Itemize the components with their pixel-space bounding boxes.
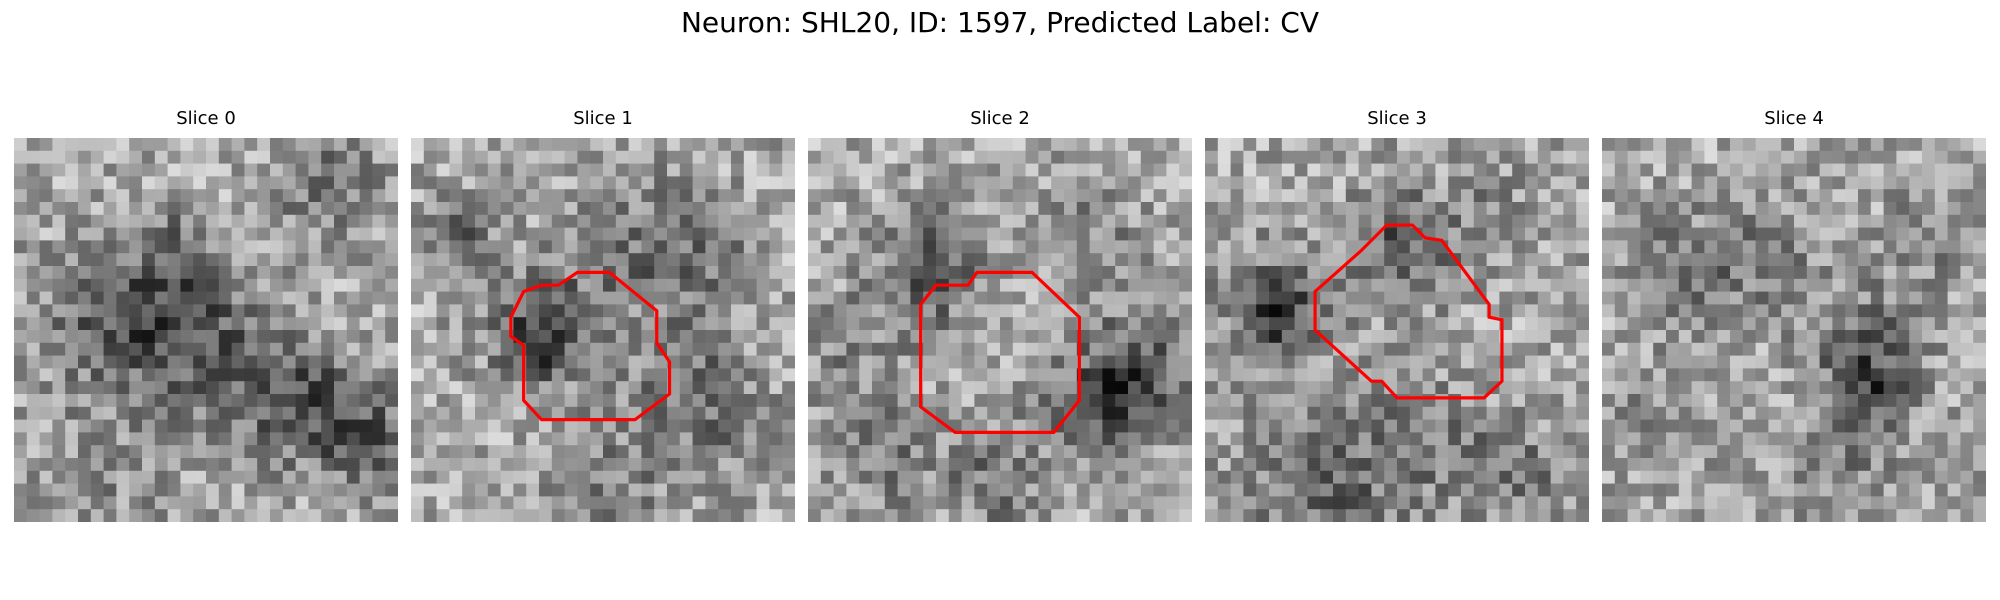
slice-title: Slice 4	[1764, 108, 1824, 129]
slice-panel-4: Slice 4	[1602, 108, 1986, 522]
slice-image-1	[411, 138, 795, 522]
slice-panel-3: Slice 3	[1205, 108, 1589, 522]
slice-image-4	[1602, 138, 1986, 522]
figure-title: Neuron: SHL20, ID: 1597, Predicted Label…	[680, 6, 1319, 39]
pixel-grid	[14, 138, 398, 522]
segmentation-contour	[1313, 223, 1504, 400]
slice-title: Slice 3	[1367, 108, 1427, 129]
slice-panel-2: Slice 2	[808, 108, 1192, 522]
slice-image-2	[808, 138, 1192, 522]
pixel-grid	[1602, 138, 1986, 522]
slice-image-0	[14, 138, 398, 522]
pixel-grid	[808, 138, 1192, 522]
segmentation-contour	[919, 270, 1081, 434]
slice-title: Slice 0	[176, 108, 236, 129]
slice-title: Slice 2	[970, 108, 1030, 129]
pixel-grid	[411, 138, 795, 522]
slice-panel-0: Slice 0	[14, 108, 398, 522]
slice-panel-1: Slice 1	[411, 108, 795, 522]
pixel-grid	[1205, 138, 1589, 522]
segmentation-contour	[509, 270, 672, 422]
slice-title: Slice 1	[573, 108, 633, 129]
slice-image-3	[1205, 138, 1589, 522]
